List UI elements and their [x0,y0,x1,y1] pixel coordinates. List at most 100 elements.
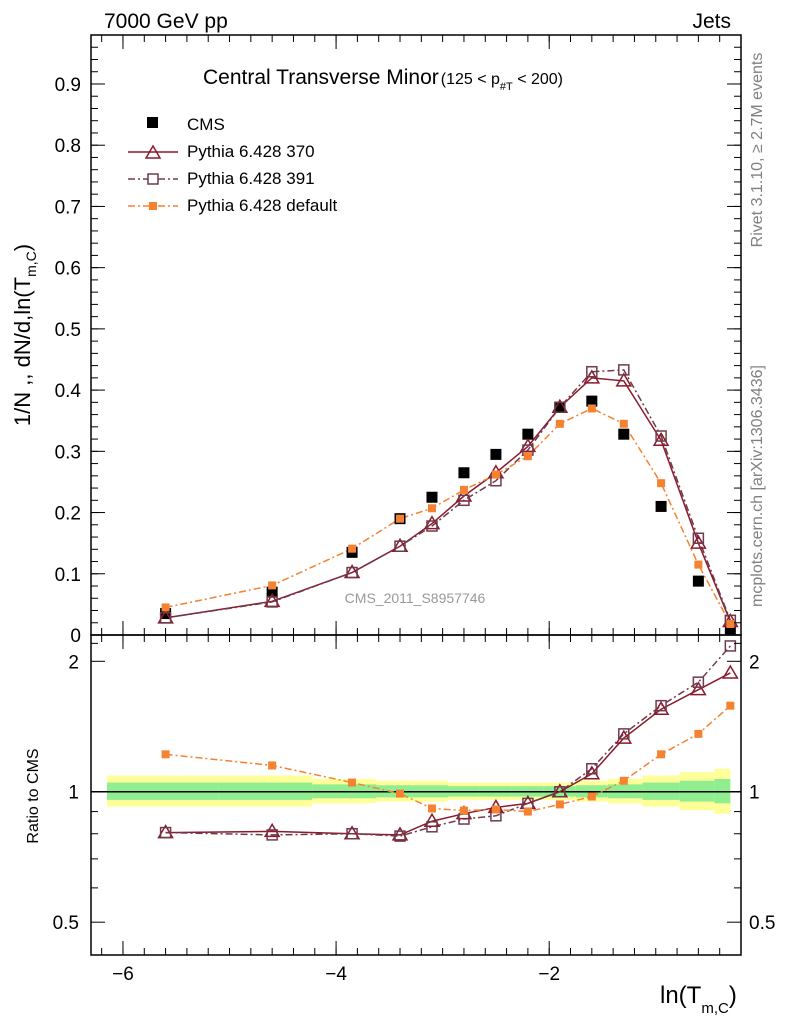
ratio-plot-frame [90,634,742,956]
x-label-sub: m,C [701,1000,729,1017]
main-y-tick-label-6: 0.6 [55,259,81,280]
main-point-pythia-6-428-default-9 [587,404,596,413]
main-point-cms-6 [490,448,502,460]
ratio-point-pythia-6-428-370-11 [652,700,670,716]
ratio-point-pythia-6-428-391-8 [554,785,566,798]
main-y-tick-label-0: 0 [70,626,81,647]
ratio-point-pythia-6-428-391-10 [618,728,630,740]
main-point-pythia-6-428-391-2 [346,566,358,579]
x-label-text: ln(T [660,982,702,1009]
main-point-pythia-6-428-391-10 [618,364,630,376]
mcplots-label: mcplots.cern.ch [arXiv:1306.3436] [749,365,766,607]
main-point-pythia-6-428-370-4 [423,515,441,530]
main-series-lines [165,369,732,625]
ratio-y-tick-label-2: 2 [68,652,79,673]
legend-label-391: Pythia 6.428 391 [187,169,315,188]
legend-label-default: Pythia 6.428 default [187,196,338,215]
ratio-y-tick-label-right-1: 1 [749,783,760,804]
ratio-y-axis-label: Ratio to CMS [25,748,42,843]
main-point-pythia-6-428-default-10 [619,419,628,428]
ratio-point-pythia-6-428-391-2 [346,827,358,840]
main-point-pythia-6-428-370-11 [652,431,670,447]
ratio-point-pythia-6-428-default-1 [268,761,277,770]
ratio-point-pythia-6-428-default-10 [619,776,628,785]
ratio-point-pythia-6-428-default-8 [555,800,564,809]
ratio-point-pythia-6-428-370-9 [583,765,601,780]
legend-label-cms: CMS [187,115,225,134]
legend-marker-391 [147,173,159,185]
ratio-point-pythia-6-428-391-4 [426,821,438,833]
plot-title-range-pre: (125 < p [441,71,500,88]
ratio-point-pythia-6-428-default-12 [694,729,703,738]
ratio-line-pythia-6-428-default [165,705,731,813]
main-line-pythia-6-428-391 [165,369,732,621]
ratio-point-pythia-6-428-default-7 [523,807,532,816]
main-y-tick-label-3: 0.3 [55,442,81,463]
main-point-pythia-6-428-default-7 [523,452,532,461]
main-y-tick-label-7: 0.7 [55,197,81,218]
main-y-tick-label-1: 0.1 [55,565,81,586]
main-point-pythia-6-428-default-5 [459,485,468,494]
main-point-pythia-6-428-370-10 [615,372,633,387]
ratio-point-pythia-6-428-391-3 [394,830,406,842]
main-point-pythia-6-428-default-2 [348,544,357,553]
plot-title: Central Transverse Minor (125 < p#T < 200… [203,66,563,93]
plot-title-main: Central Transverse Minor [203,66,439,89]
main-point-pythia-6-428-391-0 [159,612,172,624]
ratio-point-pythia-6-428-370-10 [615,729,633,744]
main-y-label-sub: m,C [23,251,39,277]
ratio-point-pythia-6-428-default-0 [161,750,170,759]
main-y-tick-label-8: 0.8 [55,136,81,157]
ratio-point-pythia-6-428-default-2 [348,778,357,787]
main-point-pythia-6-428-default-13 [726,619,735,628]
ratio-point-pythia-6-428-default-6 [491,805,500,814]
ratio-point-pythia-6-428-391-13 [724,640,737,652]
main-point-cms-8 [554,401,566,413]
main-line-pythia-6-428-default [165,407,732,625]
main-point-pythia-6-428-default-4 [427,504,436,513]
main-point-pythia-6-428-391-9 [586,365,598,378]
main-line-pythia-6-428-370 [165,377,732,622]
ratio-point-pythia-6-428-default-11 [657,750,666,759]
ratio-point-pythia-6-428-default-3 [396,789,405,798]
axis-ticks [91,34,741,955]
analysis-id-watermark: CMS_2011_S8957746 [345,590,486,606]
main-point-cms-5 [458,467,470,479]
main-point-cms-12 [692,575,704,587]
ratio-point-pythia-6-428-391-0 [159,826,172,839]
main-point-pythia-6-428-370-12 [690,534,707,549]
plot-title-range-post: < 200) [513,71,563,88]
main-point-cms-9 [586,395,598,407]
ratio-point-pythia-6-428-default-5 [459,806,468,815]
main-point-pythia-6-428-391-11 [655,430,667,442]
main-point-pythia-6-428-default-3 [396,514,405,523]
main-y-tick-label-2: 0.2 [55,504,81,525]
legend-marker-cms [147,117,158,128]
x-axis-label: ln(Tm,C) [660,982,737,1017]
main-y-axis-label: 1/N ,, dN/d,ln(Tm,C) [10,244,39,426]
main-point-cms-13 [724,623,736,635]
legend-marker-370 [144,144,162,159]
legend-marker-default [149,202,157,210]
rivet-version-label: Rivet 3.1.10, ≥ 2.7M events [749,53,766,248]
ratio-y-tick-label-right-2: 2 [749,652,760,673]
ratio-line-pythia-6-428-370 [165,672,731,836]
main-y-tick-label-4: 0.4 [55,381,82,402]
ratio-point-pythia-6-428-default-9 [587,792,596,801]
main-point-pythia-6-428-default-6 [491,470,500,479]
ratio-point-pythia-6-428-default-13 [726,701,735,710]
x-tick-label-1: −4 [325,964,347,985]
main-point-pythia-6-428-default-11 [657,479,666,488]
header-jets: Jets [692,10,731,33]
main-y-label-text: 1/N ,, dN/d,ln(T [10,277,35,426]
main-point-cms-4 [426,491,438,503]
main-point-pythia-6-428-391-8 [554,401,566,413]
main-point-pythia-6-428-default-12 [694,560,703,569]
main-point-pythia-6-428-default-8 [555,419,564,428]
legend: CMS Pythia 6.428 370 Pythia 6.428 391 Py… [128,115,338,215]
ratio-point-pythia-6-428-370-4 [423,812,441,827]
ratio-point-pythia-6-428-391-12 [692,676,705,688]
legend-label-370: Pythia 6.428 370 [187,142,315,161]
plot-title-range-sub: #T [500,81,513,93]
ratio-point-pythia-6-428-default-4 [427,804,436,813]
